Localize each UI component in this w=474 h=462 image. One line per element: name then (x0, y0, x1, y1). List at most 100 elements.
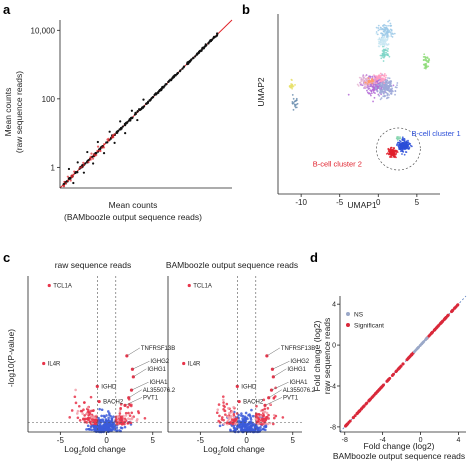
panel-b-point (361, 78, 364, 81)
panel-d-point-sig (371, 394, 375, 398)
panel-a-point (108, 130, 111, 133)
c2-point-ns (249, 416, 253, 420)
panel-b-point (390, 35, 393, 37)
panel-a-ytick-label: 1 (51, 163, 56, 172)
panel-a-point (105, 141, 108, 144)
panel-b-point (393, 151, 396, 154)
c2-point-sig (229, 421, 233, 424)
c2-point-sig (232, 415, 236, 419)
panel-a-point (82, 171, 85, 174)
c1-point-sig (89, 409, 93, 413)
panel-b-point (385, 47, 388, 49)
panel-b-point (292, 101, 295, 104)
panel-b-point (385, 74, 388, 77)
panel-b-point (375, 26, 378, 29)
panel-b-point (379, 54, 382, 57)
panel-a-point (64, 182, 68, 185)
c2-point-sig (229, 414, 233, 418)
panel-b-point (381, 43, 384, 46)
c1-point-sig (127, 411, 130, 415)
c1-point-sig (74, 388, 77, 392)
panel-b-point (408, 147, 411, 150)
panel-b-point (396, 82, 399, 84)
c2-gene-leader (268, 389, 282, 398)
panel-b-point (293, 103, 296, 106)
panel-c2-gene-labels: TCL1A IL4R IGHD BACH2 TNFRSF13B IGHG2 IGHG1 IGH… (188, 284, 316, 406)
panel-c-xlabel: Log2fold change (64, 444, 126, 457)
panel-a-point (67, 179, 70, 182)
c1-point-ns (97, 429, 101, 433)
panel-b-point (373, 76, 376, 79)
c1-point-ns (100, 414, 103, 418)
panel-a-point (175, 73, 179, 76)
panel-b-point (367, 86, 369, 89)
panel-c2-threshold-lines (168, 276, 302, 432)
panel-b-point (294, 106, 297, 109)
panel-c1-threshold-lines (28, 276, 162, 432)
panel-b-point (383, 78, 386, 81)
panel-b-point (375, 87, 378, 90)
c1-gene-label: TNFRSF13B (141, 346, 175, 352)
c1-point-sig (130, 411, 134, 415)
c1-gene-point (42, 361, 46, 366)
panel-a-point (163, 84, 166, 87)
panel-d-point-sig (362, 404, 366, 408)
c1-point-sig (136, 417, 139, 421)
panel-d-xlabel-2: BAMboozle output sequence reads (333, 451, 465, 461)
c1-point-sig (68, 416, 72, 419)
panel-b-point (385, 43, 388, 45)
panel-d-point-sig (355, 411, 359, 415)
panel-b-point (389, 22, 392, 25)
panel-a-point (101, 146, 104, 149)
c1-point-sig (75, 412, 79, 415)
panel-b-point (390, 89, 393, 92)
panel-b-point (384, 31, 386, 34)
panel-b-point (427, 65, 430, 68)
panel-c1-points (42, 283, 147, 434)
panel-b-point (393, 147, 395, 150)
c2-point-ns (246, 422, 250, 426)
panel-b-point (379, 75, 381, 78)
panel-a-point (186, 62, 189, 65)
panel-d-point-sig (357, 409, 361, 413)
panel-b-point (388, 153, 391, 156)
c1-point-sig (129, 421, 133, 425)
c2-point-ns (240, 414, 243, 417)
panel-b-point (388, 55, 391, 58)
c2-gene-label: IGHG1 (287, 367, 306, 373)
panel-b-point (371, 80, 374, 83)
c1-point-ns (110, 418, 114, 422)
panel-b-point (378, 38, 381, 41)
c1-point-sig (123, 417, 127, 421)
panel-a-point (95, 152, 98, 155)
c2-point-sig (263, 407, 267, 411)
panel-d-point-sig (451, 309, 455, 313)
panel-b-point (400, 150, 402, 153)
panel-b-point (380, 97, 383, 99)
panel-b-point (382, 90, 385, 93)
panel-label-c: c (3, 250, 10, 265)
c1-point-ns (107, 410, 110, 413)
panel-b-point (397, 141, 399, 144)
c1-point-ns (102, 414, 106, 418)
panel-d-legend: NS Significant (346, 312, 384, 330)
panel-b-point (376, 85, 379, 88)
c2-point-sig (227, 415, 230, 419)
panel-b-point (295, 97, 298, 100)
panel-b-point (363, 85, 366, 88)
c2-point-ns (240, 412, 243, 415)
panel-d-scatter: -8 -4 0 4 -8 -4 0 4 NS Significant Fold change (… (312, 295, 467, 461)
panel-b-point (392, 84, 395, 87)
panel-b-point (397, 135, 399, 138)
panel-b-point (381, 35, 384, 37)
panel-label-d: d (310, 250, 318, 265)
panel-b-point (424, 62, 427, 65)
panel-b-point (401, 150, 404, 153)
c1-point-sig (120, 423, 124, 426)
panel-b-point (373, 82, 376, 85)
c2-point-sig (262, 410, 266, 414)
c2-point-sig (217, 403, 221, 406)
c1-gene-label: IGHG1 (147, 367, 166, 373)
panel-b-point (390, 29, 393, 32)
c2-xtick-label: -5 (197, 436, 205, 445)
